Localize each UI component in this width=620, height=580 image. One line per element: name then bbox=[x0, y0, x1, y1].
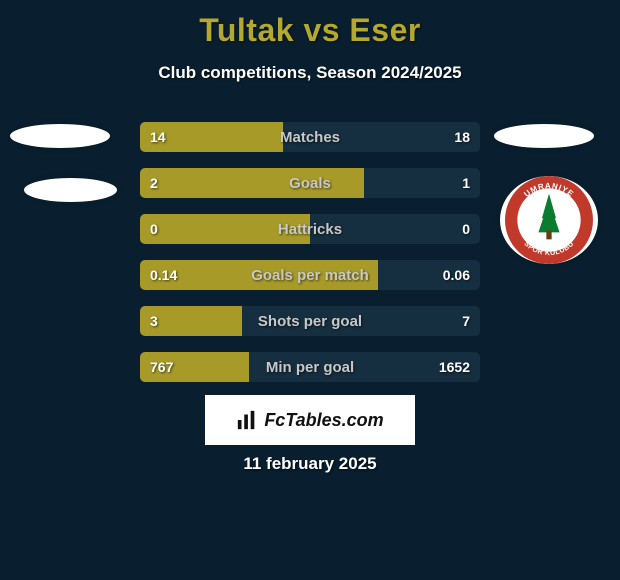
stat-label: Hattricks bbox=[140, 214, 480, 244]
stats-panel: 1418Matches 21Goals 00Hattricks 0.140.06Goa… bbox=[140, 122, 480, 398]
stat-label: Min per goal bbox=[140, 352, 480, 382]
stat-row: 21Goals bbox=[140, 168, 480, 198]
branding-text: FcTables.com bbox=[264, 410, 383, 431]
player2-club-crest: UMRANIYESPOR KULUBU bbox=[500, 176, 598, 264]
page-title: Tultak vs Eser bbox=[0, 0, 620, 49]
snapshot-date: 11 february 2025 bbox=[0, 454, 620, 474]
stat-row: 0.140.06Goals per match bbox=[140, 260, 480, 290]
stat-label: Goals per match bbox=[140, 260, 480, 290]
stat-label: Goals bbox=[140, 168, 480, 198]
stat-row: 37Shots per goal bbox=[140, 306, 480, 336]
stat-row: 7671652Min per goal bbox=[140, 352, 480, 382]
stat-row: 00Hattricks bbox=[140, 214, 480, 244]
stat-row: 1418Matches bbox=[140, 122, 480, 152]
stat-label: Shots per goal bbox=[140, 306, 480, 336]
branding-badge: FcTables.com bbox=[205, 395, 415, 445]
bar-chart-icon bbox=[236, 409, 258, 431]
subtitle: Club competitions, Season 2024/2025 bbox=[0, 63, 620, 83]
player1-badge-2 bbox=[24, 178, 117, 202]
player2-badge-1 bbox=[494, 124, 594, 148]
player1-badge-1 bbox=[10, 124, 110, 148]
stat-label: Matches bbox=[140, 122, 480, 152]
